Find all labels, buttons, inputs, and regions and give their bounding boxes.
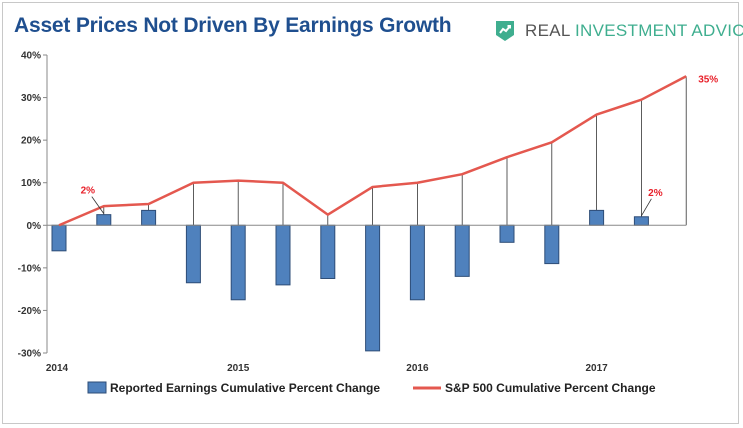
y-tick-label: 0%	[27, 221, 42, 232]
y-tick-label: -10%	[18, 263, 41, 274]
x-tick-label: 2014	[46, 363, 69, 374]
chart-title: Asset Prices Not Driven By Earnings Grow…	[14, 14, 452, 37]
earnings-bar	[409, 224, 425, 301]
brand: REAL INVESTMENT ADVICE	[493, 18, 743, 44]
x-tick-label: 2017	[585, 363, 608, 374]
earnings-bar	[633, 216, 649, 226]
chart-frame	[2, 2, 739, 424]
y-tick-label: 20%	[21, 136, 41, 147]
earnings-bar	[230, 224, 246, 301]
brand-name-part-2: INVESTMENT ADVICE	[575, 21, 743, 40]
brand-name: REAL INVESTMENT ADVICE	[525, 21, 743, 41]
earnings-bar	[275, 224, 291, 286]
legend-earnings-label: Reported Earnings Cumulative Percent Cha…	[110, 381, 380, 395]
earnings-bar	[320, 224, 336, 280]
earnings-bar	[365, 224, 381, 352]
annotation-leader	[641, 198, 652, 216]
y-tick-label: -30%	[18, 349, 41, 360]
y-tick-label: 30%	[21, 93, 41, 104]
earnings-bar	[544, 224, 560, 265]
annotation-leader	[91, 196, 105, 214]
earnings-bar	[185, 224, 201, 284]
y-tick-label: -20%	[18, 306, 41, 317]
annotation-label: 2%	[648, 188, 663, 199]
annotation-label: 35%	[698, 74, 718, 85]
earnings-bar	[589, 209, 605, 226]
earnings-bar	[141, 209, 157, 226]
legend-sp500-label: S&P 500 Cumulative Percent Change	[445, 381, 656, 395]
x-tick-label: 2016	[406, 363, 429, 374]
earnings-bar	[96, 214, 112, 226]
x-tick-label: 2015	[227, 363, 250, 374]
earnings-bar	[454, 224, 470, 277]
y-tick-label: 10%	[21, 178, 41, 189]
earnings-bar	[51, 224, 67, 252]
real-investment-advice-logo-icon	[496, 21, 514, 41]
sp500-line	[58, 75, 687, 227]
brand-name-part-1: REAL	[525, 21, 570, 40]
annotation-label: 2%	[81, 186, 96, 197]
legend-earnings-swatch	[87, 381, 107, 394]
earnings-bar	[499, 224, 515, 243]
y-tick-label: 40%	[21, 51, 41, 62]
